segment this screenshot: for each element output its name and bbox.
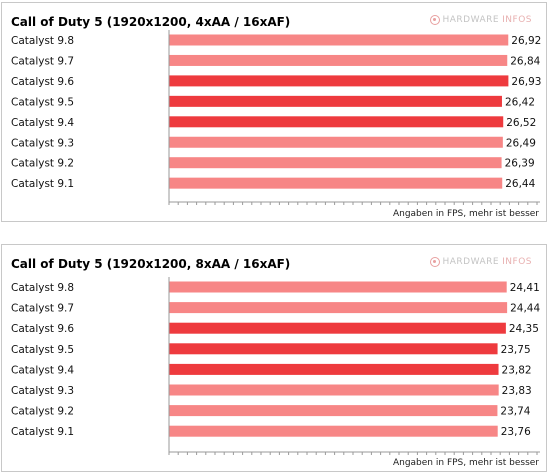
value-label: 26,49 — [506, 137, 536, 149]
bar — [169, 157, 502, 169]
value-label: 26,42 — [505, 96, 535, 108]
bar — [169, 302, 508, 314]
value-label: 23,83 — [502, 385, 532, 397]
category-label: Catalyst 9.1 — [11, 178, 74, 190]
hardware-infos-logo-icon — [429, 257, 440, 267]
category-label: Catalyst 9.3 — [11, 385, 74, 397]
value-label: 26,84 — [510, 55, 540, 67]
chart-panel-8xaa: Call of Duty 5 (1920x1200, 8xAA / 16xAF)… — [1, 244, 547, 472]
value-label: 24,35 — [509, 323, 539, 335]
bar-chart: Catalyst 9.8 24,41 Catalyst 9.7 24,44 Cataly… — [11, 277, 540, 468]
category-label: Catalyst 9.6 — [11, 323, 74, 335]
value-label: 23,76 — [501, 426, 531, 438]
value-label: 26,44 — [505, 178, 535, 190]
category-label: Catalyst 9.5 — [11, 344, 74, 356]
category-label: Catalyst 9.7 — [11, 55, 74, 67]
chart-panel-4xaa: Call of Duty 5 (1920x1200, 4xAA / 16xAF)… — [1, 2, 547, 222]
hardware-infos-logo-icon — [429, 15, 440, 25]
bar — [169, 136, 503, 148]
category-label: Catalyst 9.2 — [11, 406, 74, 418]
hardware-infos-logo: HARDWARE INFOS — [429, 257, 533, 267]
bar — [169, 75, 509, 87]
chart-title: Call of Duty 5 (1920x1200, 4xAA / 16xAF) — [11, 15, 291, 29]
bar — [169, 384, 499, 396]
chart-title: Call of Duty 5 (1920x1200, 8xAA / 16xAF) — [11, 257, 291, 271]
value-label: 24,44 — [510, 303, 540, 315]
logo-word-hardware: HARDWARE — [442, 257, 500, 267]
value-label: 23,74 — [500, 406, 530, 418]
value-label: 24,41 — [510, 282, 540, 294]
value-label: 26,92 — [511, 35, 541, 47]
category-label: Catalyst 9.3 — [11, 137, 74, 149]
bar — [169, 343, 498, 355]
hardware-infos-logo: HARDWARE INFOS — [429, 15, 533, 25]
category-label: Catalyst 9.8 — [11, 35, 74, 47]
category-label: Catalyst 9.5 — [11, 96, 74, 108]
units-note: Angaben in FPS, mehr ist besser — [393, 209, 539, 219]
value-label: 23,82 — [502, 364, 532, 376]
value-label: 26,52 — [506, 117, 536, 129]
logo-word-hardware: HARDWARE — [442, 15, 500, 25]
category-label: Catalyst 9.1 — [11, 426, 74, 438]
category-label: Catalyst 9.4 — [11, 364, 74, 376]
category-label: Catalyst 9.2 — [11, 158, 74, 170]
bar — [169, 34, 509, 46]
category-label: Catalyst 9.8 — [11, 282, 74, 294]
bar — [169, 425, 498, 437]
bar — [169, 116, 504, 128]
bar — [169, 405, 498, 417]
bar-chart: Catalyst 9.8 26,92 Catalyst 9.7 26,84 Cataly… — [11, 30, 541, 219]
bar — [169, 54, 508, 66]
category-label: Catalyst 9.4 — [11, 117, 74, 129]
logo-word-infos: INFOS — [502, 257, 532, 267]
units-note: Angaben in FPS, mehr ist besser — [393, 458, 539, 468]
bar — [169, 177, 503, 189]
value-label: 26,93 — [511, 76, 541, 88]
category-label: Catalyst 9.7 — [11, 303, 74, 315]
bar — [169, 281, 507, 293]
logo-word-infos: INFOS — [502, 15, 532, 25]
value-label: 26,39 — [505, 158, 535, 170]
bar — [169, 322, 506, 334]
bar — [169, 95, 502, 107]
category-label: Catalyst 9.6 — [11, 76, 74, 88]
value-label: 23,75 — [501, 344, 531, 356]
bar — [169, 363, 499, 375]
